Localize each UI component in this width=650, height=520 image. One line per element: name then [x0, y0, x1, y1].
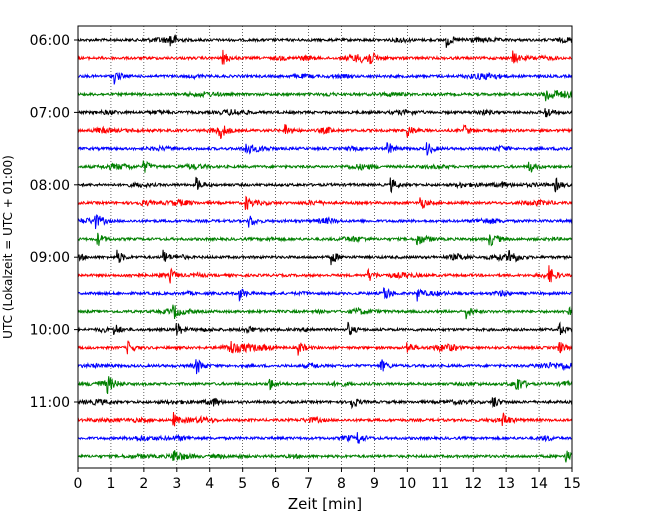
seismic-trace — [77, 34, 573, 48]
x-tick-label: 7 — [304, 476, 313, 492]
x-tick-label: 8 — [337, 476, 346, 492]
x-tick-label: 0 — [74, 476, 83, 492]
y-axis-ticks: 06:00 07:00 08:00 09:00 10:00 11:00 — [30, 33, 78, 411]
seismic-trace — [77, 124, 573, 140]
y-tick-label: 06:00 — [30, 33, 70, 49]
x-tick-label: 13 — [497, 476, 515, 492]
seismic-trace — [78, 232, 573, 247]
y-tick-label: 09:00 — [30, 250, 70, 266]
plot-frame — [77, 25, 573, 469]
x-tick-label: 15 — [563, 476, 581, 492]
seismic-trace — [77, 249, 573, 266]
seismic-trace — [77, 304, 573, 320]
x-tick-label: 3 — [172, 476, 181, 492]
y-tick-label: 07:00 — [30, 105, 70, 121]
seismic-trace — [77, 195, 573, 211]
x-tick-label: 10 — [398, 476, 416, 492]
x-tick-label: 12 — [464, 476, 482, 492]
seismic-trace — [77, 412, 573, 427]
seismic-trace — [77, 432, 573, 444]
seismic-trace — [77, 176, 573, 194]
y-axis-title: UTC (Lokalzeit = UTC + 01:00) — [1, 155, 15, 339]
x-axis-ticks: 0 1 2 3 4 5 6 7 8 9 10 11 12 13 14 15 — [74, 468, 581, 492]
seismic-trace — [77, 397, 573, 410]
x-tick-label: 6 — [271, 476, 280, 492]
seismic-trace — [77, 265, 573, 284]
seismic-traces — [77, 34, 573, 463]
x-tick-label: 14 — [530, 476, 548, 492]
y-tick-label: 08:00 — [30, 178, 70, 194]
x-tick-label: 4 — [205, 476, 214, 492]
seismic-trace — [77, 142, 573, 156]
seismic-trace — [77, 376, 573, 395]
seismic-trace — [77, 108, 573, 118]
x-tick-label: 1 — [106, 476, 115, 492]
x-tick-label: 2 — [139, 476, 148, 492]
seismic-trace — [77, 89, 573, 102]
seismic-trace — [77, 214, 573, 230]
x-tick-label: 11 — [431, 476, 449, 492]
seismic-trace — [77, 450, 573, 463]
x-tick-label: 9 — [370, 476, 379, 492]
seismic-trace — [77, 340, 573, 356]
x-axis-title: Zeit [min] — [288, 495, 362, 513]
seismic-trace — [77, 72, 573, 85]
seismic-trace — [77, 287, 573, 302]
seismic-trace — [77, 160, 573, 173]
y-tick-label: 10:00 — [30, 323, 70, 339]
x-tick-label: 5 — [238, 476, 247, 492]
seismic-trace — [77, 49, 573, 65]
seismic-trace — [77, 359, 573, 375]
y-tick-label: 11:00 — [30, 395, 70, 411]
seismic-trace — [77, 321, 573, 336]
